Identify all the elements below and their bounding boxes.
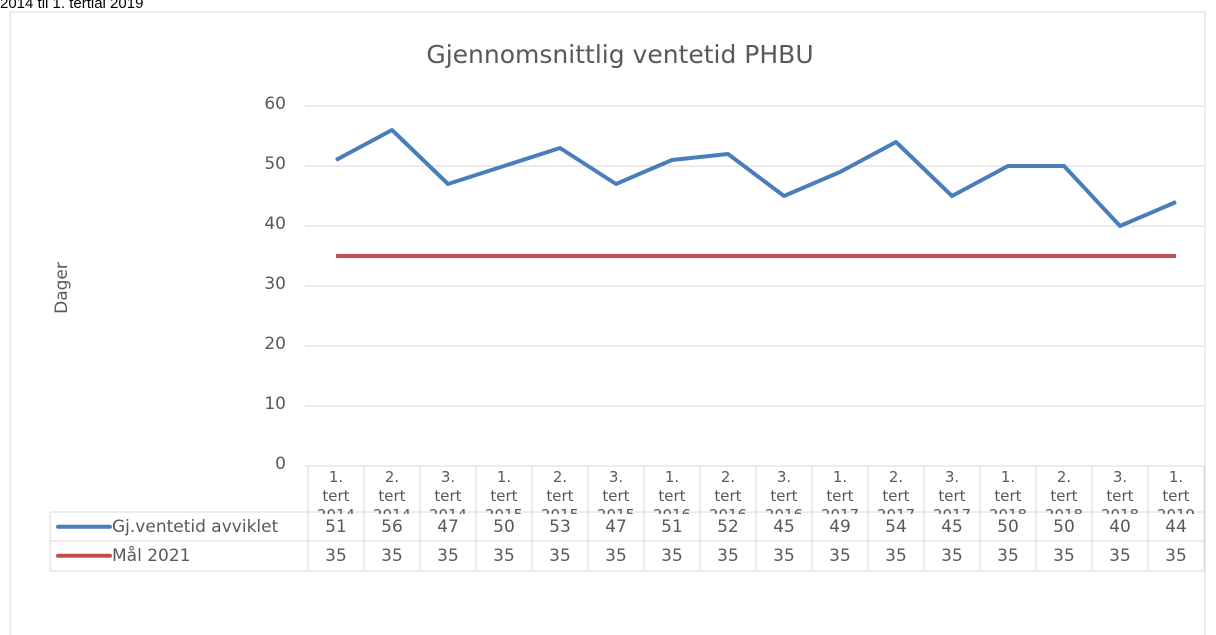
table-value: 35 [773, 546, 795, 566]
table-value: 51 [325, 517, 347, 537]
y-tick-label: 20 [264, 334, 286, 354]
chart-frame [9, 11, 1206, 635]
y-tick-label: 10 [264, 394, 286, 414]
y-tick-label: 0 [275, 454, 286, 474]
x-tick-label-box: 1. tert 2017 [821, 468, 859, 514]
table-value: 35 [997, 546, 1019, 566]
table-value: 50 [997, 517, 1019, 537]
x-tick-label: 2. tert 2014 [373, 468, 411, 514]
x-tick-label: 1. tert 2017 [821, 468, 859, 514]
table-value: 35 [381, 546, 403, 566]
x-tick-label-box: 1. tert 2015 [485, 468, 523, 514]
y-tick-label: 50 [264, 154, 286, 174]
table-value: 35 [437, 546, 459, 566]
table-value: 35 [829, 546, 851, 566]
table-value: 54 [885, 517, 907, 537]
table-value: 56 [381, 517, 403, 537]
table-value: 35 [1053, 546, 1075, 566]
legend-label: Gj.ventetid avviklet [112, 517, 279, 537]
x-tick-label: 2. tert 2016 [709, 468, 747, 514]
x-tick-label: 1. tert 2018 [989, 468, 1027, 514]
x-tick-label: 1. tert 2015 [485, 468, 523, 514]
x-tick-label: 2. tert 2015 [541, 468, 579, 514]
x-tick-label-box: 3. tert 2016 [765, 468, 803, 514]
y-tick-label: 40 [264, 214, 286, 234]
x-tick-label-box: 3. tert 2018 [1101, 468, 1139, 514]
x-tick-label-box: 1. tert 2014 [317, 468, 355, 514]
y-tick-label: 30 [264, 274, 286, 294]
table-value: 35 [605, 546, 627, 566]
table-value: 35 [885, 546, 907, 566]
table-value: 35 [493, 546, 515, 566]
table-value: 45 [941, 517, 963, 537]
x-tick-label-box: 2. tert 2018 [1045, 468, 1083, 514]
chart-title: Gjennomsnittlig ventetid PHBU [426, 40, 813, 69]
x-tick-label-box: 2. tert 2016 [709, 468, 747, 514]
table-value: 51 [661, 517, 683, 537]
x-tick-label: 1. tert 2016 [653, 468, 691, 514]
x-tick-label-box: 3. tert 2014 [429, 468, 467, 514]
table-value: 35 [717, 546, 739, 566]
table-value: 47 [437, 517, 459, 537]
caption: 2014 til 1. tertial 2019 [0, 0, 143, 12]
y-axis-label: Dager [52, 262, 72, 314]
table-value: 53 [549, 517, 571, 537]
x-tick-label-box: 2. tert 2014 [373, 468, 411, 514]
table-value: 45 [773, 517, 795, 537]
table-value: 35 [549, 546, 571, 566]
table-value: 40 [1109, 517, 1131, 537]
table-value: 35 [661, 546, 683, 566]
x-tick-label: 3. tert 2017 [933, 468, 971, 514]
x-tick-label: 2. tert 2018 [1045, 468, 1083, 514]
legend-label: Mål 2021 [112, 545, 190, 566]
table-value: 44 [1165, 517, 1187, 537]
x-tick-label-box: 1. tert 2019 [1157, 468, 1195, 514]
table-value: 47 [605, 517, 627, 537]
x-tick-label-box: 3. tert 2015 [597, 468, 635, 514]
table-value: 35 [941, 546, 963, 566]
table-value: 50 [493, 517, 515, 537]
x-tick-label: 2. tert 2017 [877, 468, 915, 514]
x-tick-label: 1. tert 2019 [1157, 468, 1195, 514]
table-value: 35 [1109, 546, 1131, 566]
x-tick-label: 1. tert 2014 [317, 468, 355, 514]
x-tick-label: 3. tert 2015 [597, 468, 635, 514]
table-value: 52 [717, 517, 739, 537]
x-tick-label: 3. tert 2014 [429, 468, 467, 514]
x-tick-label-box: 3. tert 2017 [933, 468, 971, 514]
x-tick-label-box: 1. tert 2016 [653, 468, 691, 514]
table-value: 49 [829, 517, 851, 537]
x-tick-label-box: 1. tert 2018 [989, 468, 1027, 514]
table-value: 35 [1165, 546, 1187, 566]
y-tick-label: 60 [264, 94, 286, 114]
x-tick-label: 3. tert 2016 [765, 468, 803, 514]
x-tick-label-box: 2. tert 2017 [877, 468, 915, 514]
table-value: 35 [325, 546, 347, 566]
x-tick-label-box: 2. tert 2015 [541, 468, 579, 514]
series-line [335, 128, 1177, 228]
table-value: 50 [1053, 517, 1075, 537]
x-tick-label: 3. tert 2018 [1101, 468, 1139, 514]
